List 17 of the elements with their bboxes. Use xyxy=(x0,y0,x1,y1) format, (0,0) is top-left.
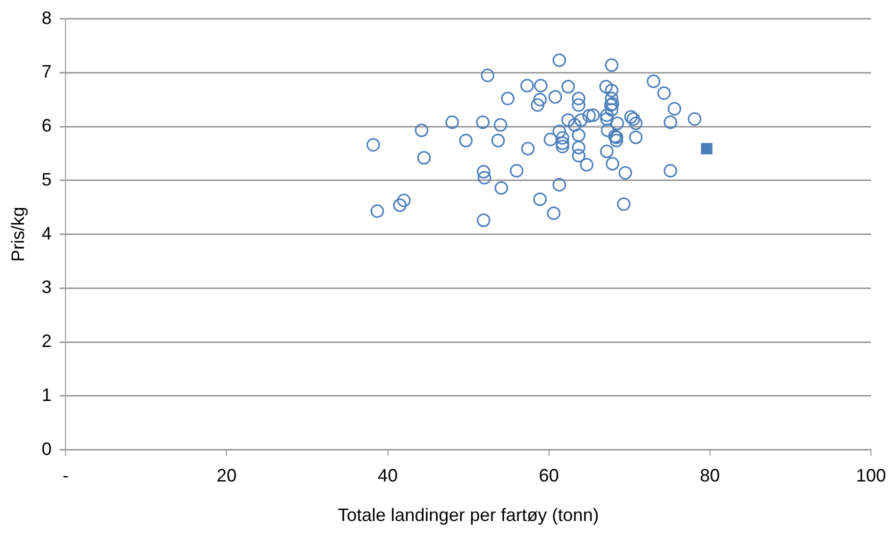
y-tick-label: 8 xyxy=(42,8,52,28)
x-tick-label: 60 xyxy=(538,466,559,486)
y-tick-label: 1 xyxy=(42,384,52,405)
y-tick-label: 2 xyxy=(42,331,52,352)
y-tick-label: 5 xyxy=(42,169,52,190)
x-tick-label: 80 xyxy=(700,466,720,486)
x-tick-label: - xyxy=(62,466,69,486)
x-tick-label: 100 xyxy=(856,466,886,486)
y-tick-label: 6 xyxy=(42,116,52,136)
y-tick-label: 3 xyxy=(42,277,52,298)
y-axis-title: Pris/kg xyxy=(8,206,28,262)
x-tick-label: 40 xyxy=(378,466,398,486)
x-axis-title: Totale landinger per fartøy (tonn) xyxy=(338,505,599,526)
x-tick-label: 20 xyxy=(216,466,237,486)
y-tick-label: 0 xyxy=(42,438,52,459)
y-tick-label: 7 xyxy=(42,62,52,82)
y-tick-label: 4 xyxy=(42,223,52,244)
